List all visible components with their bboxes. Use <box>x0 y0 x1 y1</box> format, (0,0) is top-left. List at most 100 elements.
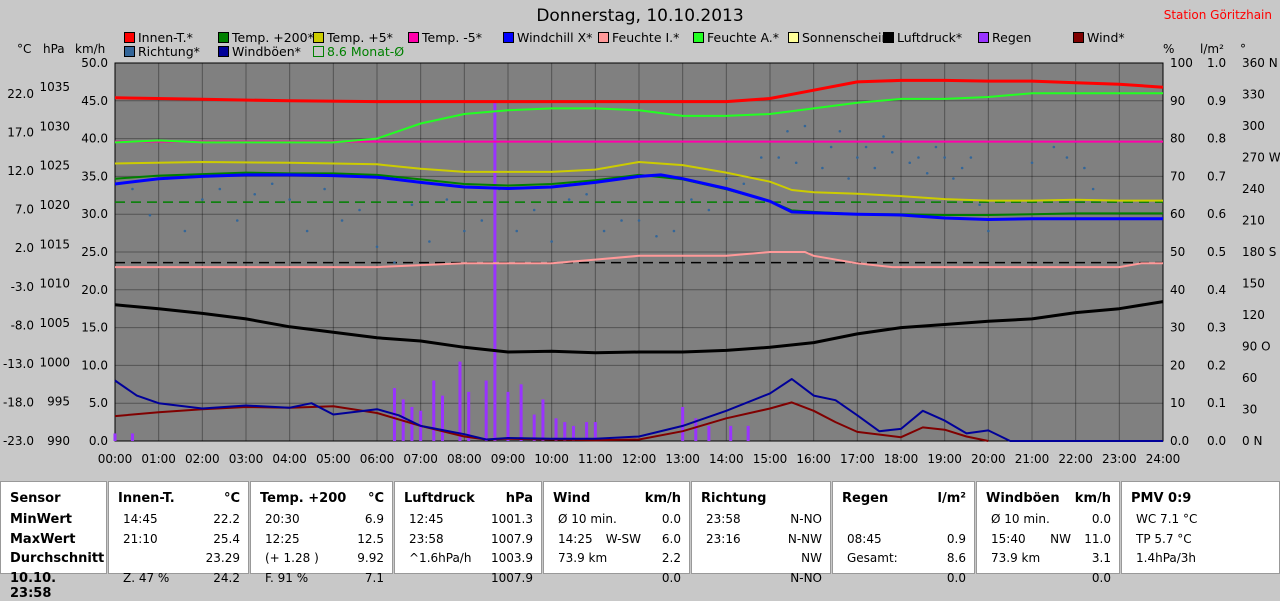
y-tick-label-kmh: 10.0 <box>81 358 108 372</box>
panel-cell-value: 12.5 <box>357 531 384 546</box>
panel-row: 23.29 <box>123 551 240 569</box>
panel-header: Innen-T. °C <box>118 491 240 506</box>
unit-percent: % <box>1163 42 1175 56</box>
legend-label: Regen <box>992 30 1032 45</box>
series-line-temp <box>114 161 1163 202</box>
legend-swatch <box>883 32 894 43</box>
panel-cell-value: 0.9 <box>946 531 966 546</box>
panel-row: TP 5.7 °C <box>1136 532 1271 550</box>
rain-bar <box>746 425 750 441</box>
panel-cell-value: 1003.9 <box>491 551 533 565</box>
y-tick-label-deg: 300 <box>1242 119 1265 133</box>
panel-cell-label: 15:40 <box>991 531 1026 546</box>
direction-point <box>305 229 309 233</box>
legend-label: Temp. -5* <box>422 30 482 45</box>
y-tick-label-deg: 90 O <box>1242 340 1271 354</box>
direction-point <box>759 156 763 159</box>
direction-point <box>960 166 964 170</box>
y-tick-label-percent: 30 <box>1170 321 1185 335</box>
direction-point <box>637 219 641 222</box>
y-tick-label-kmh: 25.0 <box>81 245 108 259</box>
x-tick-label: 03:00 <box>229 452 264 466</box>
direction-point <box>655 234 658 238</box>
direction-point <box>908 161 912 165</box>
legend-label: 8.6 Monat-Ø <box>327 44 405 59</box>
panel-cell-value: N-NO <box>790 512 822 526</box>
direction-point <box>882 135 885 138</box>
x-tick-label: 12:00 <box>622 452 657 466</box>
panel-cell-value: 0.0 <box>661 570 681 585</box>
legend-label: Feuchte A.* <box>707 30 780 45</box>
legend-swatch <box>218 46 229 57</box>
x-tick-label: 07:00 <box>403 452 438 466</box>
y-tick-label-celsius: -18.0 <box>3 395 34 409</box>
y-tick-label-hpa: 1010 <box>39 277 70 291</box>
panel-cell-value: 1001.3 <box>491 512 533 526</box>
x-tick-label: 16:00 <box>796 452 831 466</box>
panel-row: 12:25 12.5 <box>265 532 384 550</box>
direction-point <box>323 187 326 191</box>
direction-point <box>375 245 379 249</box>
legend-item: Windböen* <box>218 44 301 59</box>
direction-point <box>253 192 257 196</box>
legend-label: Innen-T.* <box>138 30 193 45</box>
panel-cell-value: 8.6 <box>946 551 966 565</box>
y-tick-label-lm2: 1.0 <box>1207 56 1226 70</box>
y-tick-label-percent: 10 <box>1170 396 1185 410</box>
y-tick-label-celsius: -23.0 <box>3 434 34 448</box>
stats-panel: PMV 0:9 WC 7.1 °C TP 5.7 °C 1.4hPa/3h <box>1121 481 1280 574</box>
legend-swatch <box>124 46 135 57</box>
panel-cell-label: 21:10 <box>123 531 158 546</box>
legend-item: Temp. -5* <box>408 30 482 45</box>
direction-point <box>1083 166 1086 170</box>
rain-bar <box>681 406 685 441</box>
rain-bar <box>532 414 536 441</box>
panel-cell-label: 23:58 <box>409 531 444 546</box>
panel-cell-value: 1007.9 <box>491 531 533 546</box>
panel-cell-direction: NW <box>1050 531 1071 546</box>
panel-unit: km/h <box>644 491 681 506</box>
direction-point <box>288 198 291 201</box>
plot-background <box>114 62 1164 442</box>
y-tick-label-lm2: 0.5 <box>1207 245 1226 259</box>
direction-point <box>410 203 414 207</box>
legend-item: Innen-T.* <box>124 30 193 45</box>
x-tick-label: 10:00 <box>534 452 569 466</box>
panel-row <box>1136 571 1271 589</box>
legend-label: Sonnenschein <box>802 30 890 45</box>
legend-swatch <box>124 32 135 43</box>
y-tick-label-percent: 40 <box>1170 283 1185 297</box>
direction-point <box>925 171 929 175</box>
panel-cell-direction: W-SW <box>605 531 641 546</box>
panel-row: 23:58 1007.9 <box>409 532 533 550</box>
direction-point <box>803 124 807 128</box>
panel-cell-label: 23:58 <box>706 512 741 526</box>
panel-row: 0.0 <box>558 571 681 589</box>
panel-row: Durchschnitt <box>10 551 104 569</box>
legend-item: Wind* <box>1073 30 1125 45</box>
panel-cell-value: 2.2 <box>661 551 681 565</box>
panel-row: 1007.9 <box>409 571 533 589</box>
direction-point <box>1091 187 1095 191</box>
y-tick-label-celsius: 12.0 <box>7 164 34 178</box>
direction-point <box>183 229 187 233</box>
legend-swatch <box>693 32 704 43</box>
panel-cell-label: 10.10. 23:58 <box>10 570 57 601</box>
panel-cell-value: 0.0 <box>1091 512 1111 526</box>
rain-bar <box>563 422 567 441</box>
y-tick-label-deg: 180 S <box>1242 245 1276 259</box>
legend-item: Luftdruck* <box>883 30 962 45</box>
legend-item: 8.6 Monat-Ø <box>313 44 404 59</box>
rain-bar <box>694 418 698 441</box>
direction-point <box>358 208 361 212</box>
direction-point <box>1065 156 1069 159</box>
direction-point <box>934 145 938 149</box>
y-tick-label-hpa: 1030 <box>39 119 70 133</box>
unit-celsius: °C <box>17 42 32 56</box>
y-tick-label-hpa: 995 <box>47 395 70 409</box>
x-tick-label: 20:00 <box>971 452 1006 466</box>
rain-bar <box>458 361 462 441</box>
legend: Innen-T.* Temp. +200* Temp. +5* Temp. -5* Wi… <box>0 30 1280 62</box>
direction-point <box>567 198 571 201</box>
panel-unit: l/m² <box>937 491 966 506</box>
